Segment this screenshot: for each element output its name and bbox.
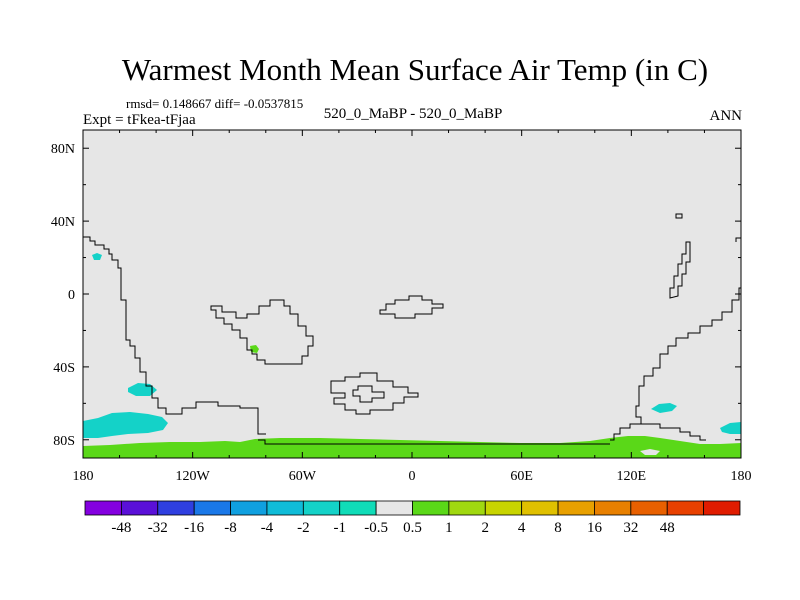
- colorbar-label-4: -4: [261, 520, 274, 536]
- colorbar-label-7: -0.5: [364, 520, 388, 536]
- x-tick-label-3: 0: [409, 469, 416, 484]
- region-south-pacific-high: [83, 412, 168, 438]
- stats-label: rmsd= 0.148667 diff= -0.0537815: [126, 96, 304, 111]
- colorbar-label-13: 16: [587, 520, 603, 536]
- colorbar-label-8: 0.5: [403, 520, 422, 536]
- coastline-eastern-antarctic: [640, 423, 706, 441]
- colorbar-swatch-17: [703, 500, 741, 516]
- data-regions: [83, 253, 741, 458]
- colorbar-label-12: 8: [554, 520, 562, 536]
- colorbar-label-14: 32: [623, 520, 638, 536]
- colorbar-swatch-15: [630, 500, 668, 516]
- coastline-eastern-continent: [610, 287, 741, 441]
- colorbar-label-0: -48: [111, 520, 131, 536]
- colorbar-label-1: -32: [148, 520, 168, 536]
- coastline-africa-block: [210, 299, 314, 365]
- region-southern-ocean-band: [83, 436, 741, 458]
- coastlines: [83, 213, 741, 445]
- colorbar-swatch-2: [157, 500, 195, 516]
- colorbar-swatch-14: [594, 500, 632, 516]
- colorbar-swatch-9: [412, 500, 450, 516]
- coastline-americas: [83, 236, 266, 435]
- colorbar-label-5: -2: [297, 520, 310, 536]
- x-tick-label-1: 120W: [176, 469, 211, 484]
- plot-background: [83, 130, 741, 458]
- colorbar-swatch-6: [302, 500, 341, 516]
- coastline-south-block: [330, 372, 419, 415]
- x-tick-label-4: 60E: [510, 469, 533, 484]
- coastline-south-inner: [352, 385, 385, 403]
- coastline-antarctic-edge: [735, 237, 741, 242]
- colorbar-swatch-0: [84, 500, 122, 516]
- x-tick-label-5: 120E: [617, 469, 647, 484]
- season-label: ANN: [709, 108, 743, 124]
- colorbar-label-11: 4: [518, 520, 526, 536]
- axis-ticks: [82, 130, 742, 458]
- colorbar-label-10: 2: [482, 520, 490, 536]
- y-tick-label-1: 40N: [51, 215, 75, 230]
- axis-tick-labels: 180 120W 60W 0 60E 120E 180 80N 40N 0 40S 80S: [51, 142, 752, 484]
- coastline-equatorial-block: [379, 295, 444, 319]
- colorbar-swatch-4: [230, 500, 268, 516]
- y-tick-label-2: 0: [68, 288, 75, 303]
- colorbar-label-9: 1: [445, 520, 453, 536]
- y-tick-label-0: 80N: [51, 142, 75, 157]
- colorbar-label-6: -1: [333, 520, 346, 536]
- colorbar-swatch-1: [120, 500, 159, 516]
- colorbar-swatch-5: [266, 500, 304, 516]
- y-tick-label-3: 40S: [53, 361, 75, 376]
- region-antarctic-gap: [640, 449, 660, 455]
- coastline-antarctic-shelf: [258, 439, 610, 445]
- colorbar-swatch-13: [557, 500, 595, 516]
- coastline-small-island: [675, 213, 683, 219]
- colorbar-swatch-3: [193, 500, 231, 516]
- x-tick-label-0: 180: [73, 469, 94, 484]
- center-label: 520_0_MaBP - 520_0_MaBP: [323, 106, 503, 122]
- coastline-east-asia: [669, 241, 691, 299]
- y-tick-label-4: 80S: [53, 434, 75, 449]
- x-tick-label-2: 60W: [289, 469, 317, 484]
- colorbar-swatch-16: [666, 500, 705, 516]
- colorbar-swatch-11: [484, 500, 523, 516]
- region-north-pacific: [92, 253, 102, 260]
- experiment-label: Expt = tFkea-tFjaa: [83, 112, 196, 128]
- colorbar: -48 -32 -16 -8 -4 -2 -1 -0.5 0.5 1 2 4 8 16 32 48: [84, 500, 741, 536]
- colorbar-label-2: -16: [184, 520, 204, 536]
- region-south-australia: [651, 403, 677, 413]
- colorbar-label-3: -8: [224, 520, 237, 536]
- region-southwest-pacific: [720, 422, 741, 434]
- colorbar-swatch-8: [375, 500, 413, 516]
- x-tick-label-6: 180: [731, 469, 752, 484]
- colorbar-swatch-7: [339, 500, 377, 516]
- colorbar-swatch-10: [448, 500, 486, 516]
- chart-title: Warmest Month Mean Surface Air Temp (in …: [121, 52, 709, 87]
- colorbar-label-15: 48: [660, 520, 675, 536]
- colorbar-swatch-12: [521, 500, 559, 516]
